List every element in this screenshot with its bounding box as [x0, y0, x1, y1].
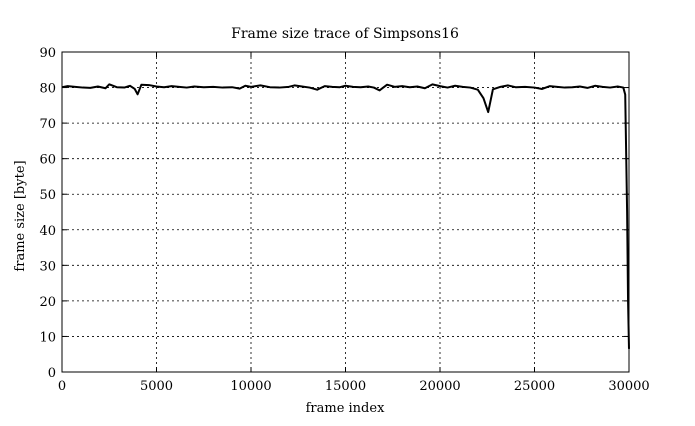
x-tick-label: 25000	[514, 379, 555, 394]
x-tick-labels: 0 5000 10000 15000 20000 25000 30000	[58, 379, 650, 394]
y-axis-label: frame size [byte]	[13, 160, 28, 271]
y-tick-label: 20	[39, 295, 56, 310]
y-tick-label: 40	[39, 224, 56, 239]
grid-lines	[62, 52, 629, 372]
frame-size-series-line	[61, 83, 630, 349]
x-tick-label: 30000	[608, 379, 649, 394]
y-tick-labels: 0 10 20 30 40 50 60 70 80 90	[39, 46, 56, 381]
x-tick-label: 20000	[419, 379, 460, 394]
chart-title: Frame size trace of Simpsons16	[231, 26, 459, 42]
y-tick-label: 80	[39, 82, 56, 97]
y-tick-label: 50	[39, 188, 56, 203]
y-tick-label: 0	[48, 366, 56, 381]
x-tick-label: 10000	[230, 379, 271, 394]
y-tick-label: 30	[39, 259, 56, 274]
y-tick-label: 60	[39, 153, 56, 168]
x-tick-label: 0	[58, 379, 66, 394]
x-tick-label: 15000	[325, 379, 366, 394]
y-tick-label: 10	[39, 330, 56, 345]
y-tick-label: 70	[39, 117, 56, 132]
y-tick-label: 90	[39, 46, 56, 61]
x-axis-label: frame index	[306, 401, 385, 416]
x-tick-label: 5000	[140, 379, 173, 394]
plot-frame	[61, 51, 630, 373]
